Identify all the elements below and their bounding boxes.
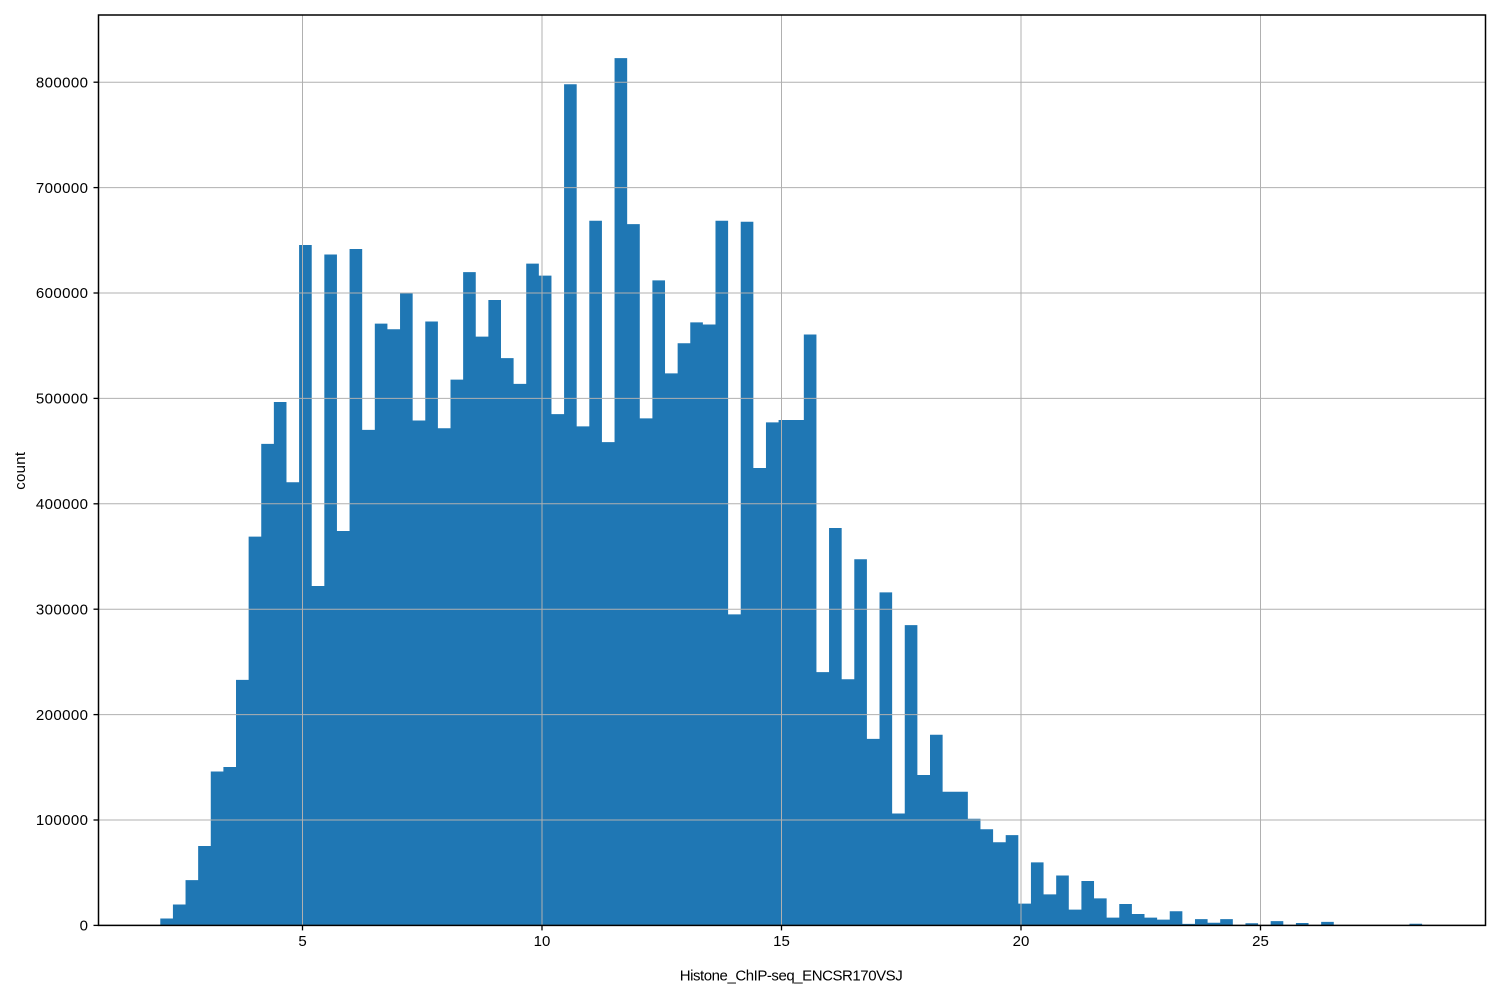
svg-text:500000: 500000: [36, 391, 88, 408]
svg-text:25: 25: [1252, 933, 1269, 950]
svg-text:800000: 800000: [36, 74, 88, 91]
svg-text:15: 15: [773, 933, 790, 950]
svg-text:10: 10: [534, 933, 551, 950]
svg-text:600000: 600000: [36, 285, 88, 302]
svg-text:300000: 300000: [36, 601, 88, 618]
svg-text:5: 5: [298, 933, 306, 950]
svg-text:count: count: [12, 451, 29, 490]
svg-text:20: 20: [1013, 933, 1030, 950]
svg-text:100000: 100000: [36, 812, 88, 829]
svg-text:400000: 400000: [36, 496, 88, 513]
svg-text:200000: 200000: [36, 707, 88, 724]
svg-text:Histone_ChIP-seq_ENCSR170VSJ: Histone_ChIP-seq_ENCSR170VSJ: [680, 968, 903, 985]
svg-text:700000: 700000: [36, 180, 88, 197]
svg-text:0: 0: [80, 918, 89, 935]
